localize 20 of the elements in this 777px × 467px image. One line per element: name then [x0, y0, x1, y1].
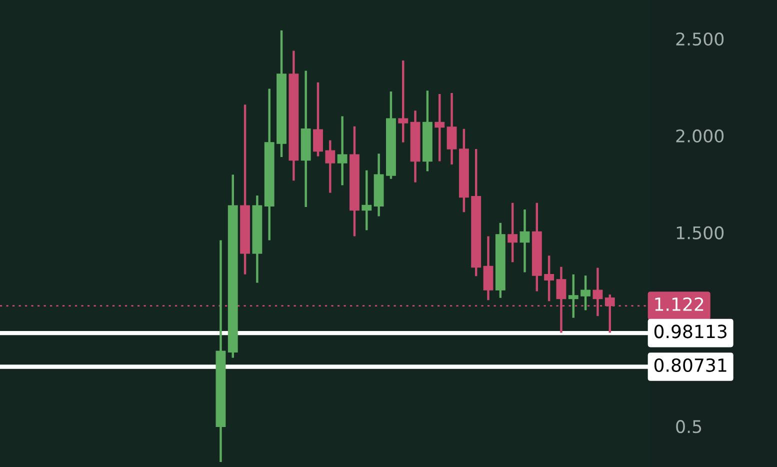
ref-line-label: 0.98113 [654, 324, 726, 338]
candlestick [325, 139, 336, 194]
y-tick-label: 0.5 [676, 420, 702, 434]
candlestick [362, 169, 372, 232]
candlestick [520, 208, 530, 274]
ref-line-label: 0.80731 [654, 358, 726, 372]
candlestick [544, 254, 554, 302]
candlestick [483, 235, 494, 302]
y-tick-label: 2.000 [676, 129, 724, 142]
candlestick [398, 59, 408, 144]
candlestick [434, 92, 445, 162]
candlestick [508, 202, 518, 264]
candlestick [446, 92, 457, 166]
y-tick-label: 1.500 [676, 226, 724, 240]
candlestick [580, 274, 591, 312]
candlestick [313, 81, 323, 158]
candlestick [568, 273, 578, 319]
ref-line-label: 1.122 [655, 297, 704, 311]
candlestick [337, 115, 348, 186]
y-tick-label: 2.500 [676, 32, 724, 46]
